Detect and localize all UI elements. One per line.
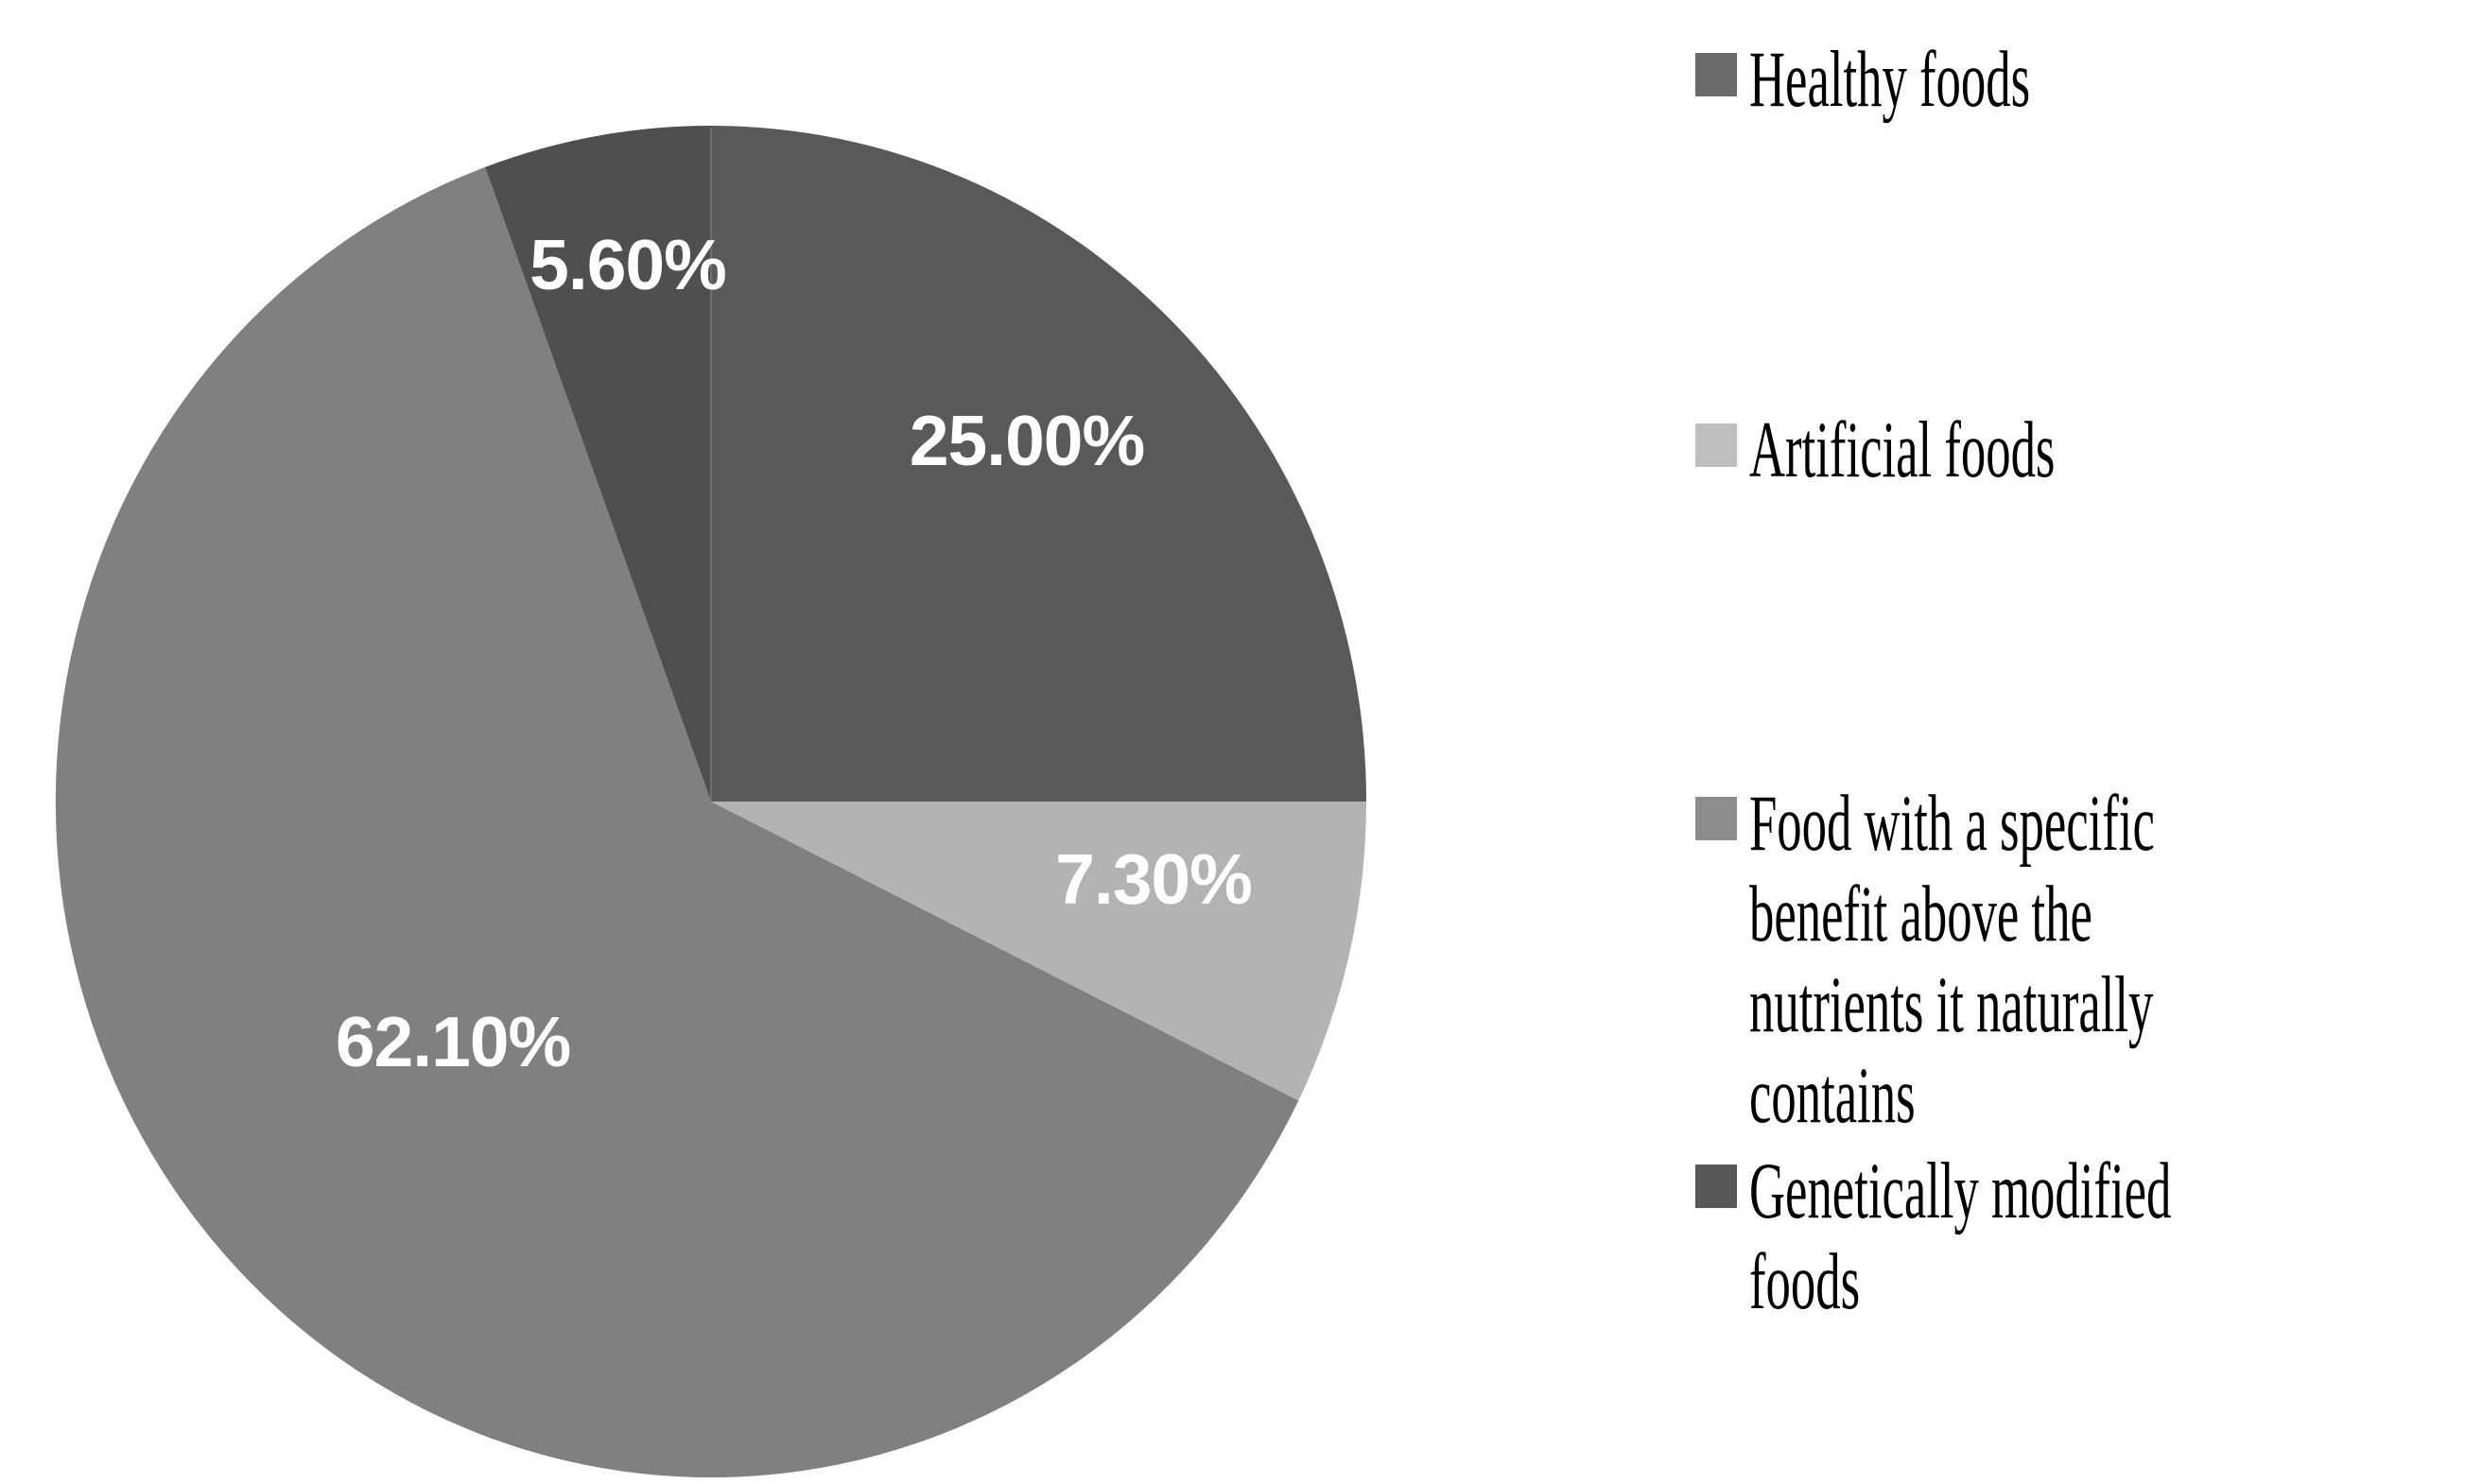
data-label-genetically-modified-foods: 5.60% <box>529 225 727 304</box>
data-label-healthy-foods: 25.00% <box>909 401 1145 480</box>
legend-label-food-with-specific-benefit: Food with a specific benefit above the n… <box>1749 779 2155 1140</box>
pie-slice-food-with-specific-benefit <box>55 166 1299 1478</box>
legend-swatch-healthy-foods <box>1695 53 1737 96</box>
legend-label-healthy-foods: Healthy foods <box>1749 35 2031 124</box>
legend-label-artificial-foods: Artificial foods <box>1749 406 2056 494</box>
legend-label-genetically-modified-foods: Genetically modified foods <box>1749 1147 2172 1326</box>
data-label-artificial-foods: 7.30% <box>1055 839 1253 919</box>
legend-swatch-artificial-foods <box>1695 423 1737 467</box>
legend-swatch-food-with-specific-benefit <box>1695 797 1737 840</box>
legend-swatch-genetically-modified-foods <box>1695 1165 1737 1208</box>
chart-legend: Healthy foods Artificial foods Food with… <box>1695 0 2452 1484</box>
pie-slice-healthy-foods <box>711 126 1366 802</box>
pie-slice-artificial-foods <box>711 802 1366 1101</box>
pie-slice-genetically-modified-foods <box>485 126 711 802</box>
data-label-food-with-specific-benefit: 62.10% <box>335 1002 571 1081</box>
